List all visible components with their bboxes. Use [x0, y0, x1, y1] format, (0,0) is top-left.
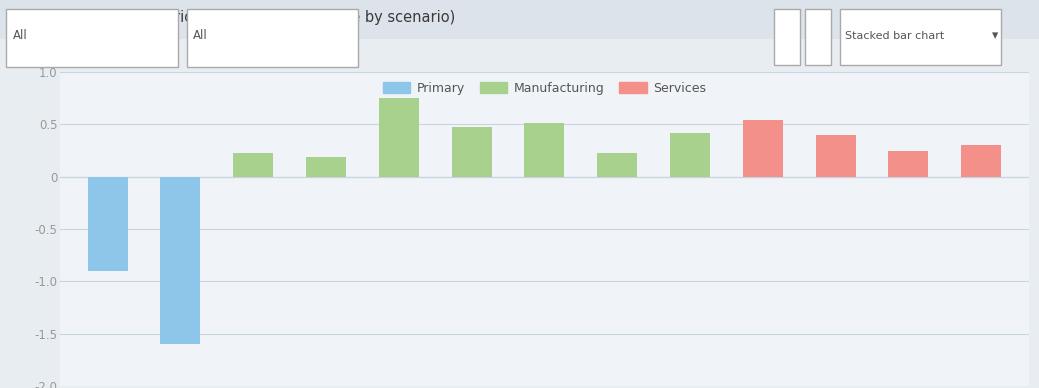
Bar: [525, 123, 564, 177]
Bar: [961, 145, 1002, 177]
FancyBboxPatch shape: [0, 39, 1039, 72]
FancyBboxPatch shape: [6, 9, 178, 68]
Text: Stacked bar chart: Stacked bar chart: [845, 31, 944, 41]
Bar: [379, 98, 419, 177]
Bar: [888, 151, 929, 177]
Bar: [743, 120, 782, 177]
Bar: [670, 133, 710, 177]
Text: ▾: ▾: [992, 29, 998, 42]
Bar: [452, 127, 491, 177]
FancyBboxPatch shape: [774, 9, 800, 65]
Bar: [160, 177, 201, 344]
Bar: [307, 157, 346, 177]
FancyBboxPatch shape: [187, 9, 358, 68]
Text: All: All: [12, 29, 27, 42]
FancyBboxPatch shape: [0, 0, 1039, 39]
Text: Production (constant prices, percentage change by scenario): Production (constant prices, percentage …: [8, 10, 455, 25]
Bar: [597, 154, 637, 177]
Bar: [233, 154, 273, 177]
Text: All: All: [193, 29, 208, 42]
Bar: [87, 177, 128, 271]
Legend: Primary, Manufacturing, Services: Primary, Manufacturing, Services: [379, 78, 710, 99]
Bar: [816, 135, 856, 177]
FancyBboxPatch shape: [805, 9, 831, 65]
FancyBboxPatch shape: [840, 9, 1001, 65]
